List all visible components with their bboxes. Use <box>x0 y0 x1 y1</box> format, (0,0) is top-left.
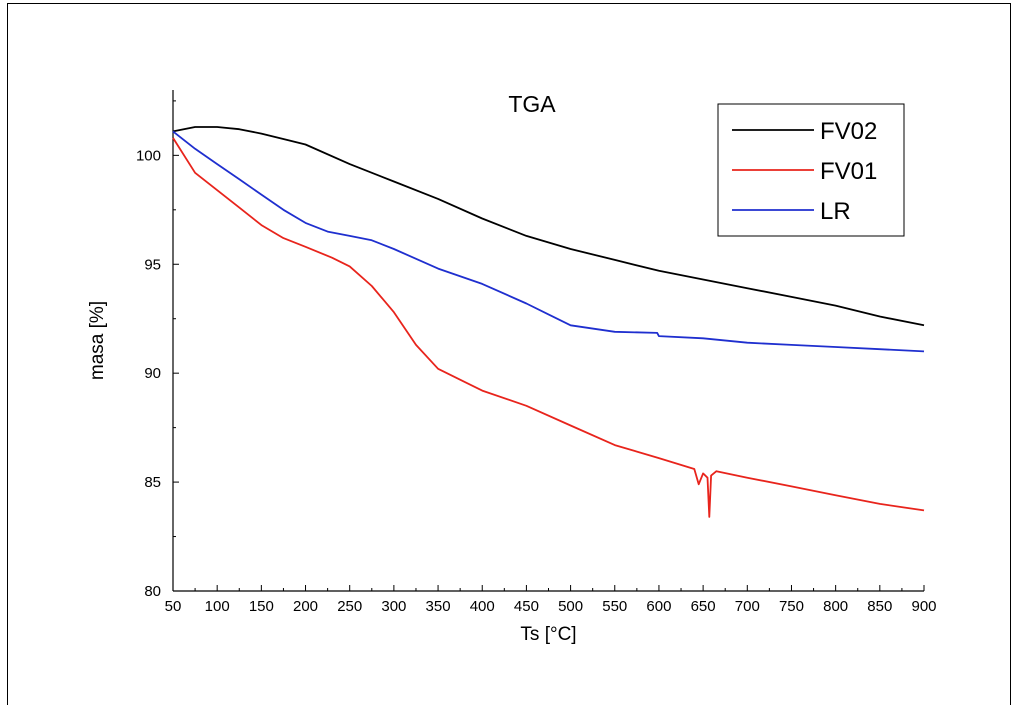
series-line-fv02 <box>172 126 925 327</box>
x-tick-label: 800 <box>823 598 848 615</box>
legend: FV02 FV01 LR <box>717 103 905 237</box>
series-line-fv01 <box>172 137 925 518</box>
series-line-lr <box>172 130 925 353</box>
y-tick-label: 95 <box>144 256 161 273</box>
x-tick-label: 650 <box>691 598 716 615</box>
x-tick-label: 400 <box>470 598 495 615</box>
x-tick-label: 50 <box>165 598 182 615</box>
x-tick-label: 700 <box>735 598 760 615</box>
x-tick-label: 550 <box>602 598 627 615</box>
y-axis-label: masa [%] <box>87 301 108 380</box>
figure-frame <box>7 3 1011 705</box>
x-tick-label: 850 <box>867 598 892 615</box>
legend-label-lr: LR <box>820 198 851 225</box>
y-tick-label: 90 <box>144 365 161 382</box>
x-axis-label: Ts [°C] <box>520 624 576 645</box>
x-tick-label: 450 <box>514 598 539 615</box>
x-tick-label: 100 <box>205 598 230 615</box>
x-tick-label: 300 <box>381 598 406 615</box>
legend-label-fv02: FV02 <box>820 118 877 145</box>
x-tick-label: 250 <box>337 598 362 615</box>
x-tick-label: 500 <box>558 598 583 615</box>
x-tick-label: 750 <box>779 598 804 615</box>
tick-group: 50 100 150 200 250 300 350 400 450 500 550 600 650 70… <box>136 100 937 615</box>
x-tick-label: 350 <box>426 598 451 615</box>
legend-label-fv01: FV01 <box>820 158 877 185</box>
x-tick-label: 200 <box>293 598 318 615</box>
x-tick-label: 900 <box>911 598 936 615</box>
y-tick-label: 80 <box>144 583 161 600</box>
y-tick-label: 85 <box>144 474 161 491</box>
x-tick-label: 600 <box>646 598 671 615</box>
x-tick-label: 150 <box>249 598 274 615</box>
y-tick-label: 100 <box>136 147 161 164</box>
chart-title: TGA <box>508 91 556 117</box>
series-lines <box>172 126 925 518</box>
